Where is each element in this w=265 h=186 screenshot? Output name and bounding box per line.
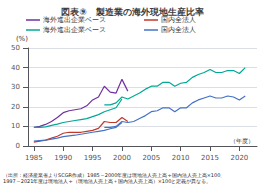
svg-text:（出所：経済産業省よりSCGR作成）1985～2000年度は: （出所：経済産業省よりSCGR作成）1985～2000年度は現地法人売上高÷国内… bbox=[3, 172, 226, 178]
svg-text:1985: 1985 bbox=[25, 154, 43, 162]
svg-text:50: 50 bbox=[11, 44, 20, 52]
svg-text:1995: 1995 bbox=[84, 154, 102, 162]
svg-text:2005: 2005 bbox=[142, 154, 160, 162]
svg-text:1997～2021年度は現地法人÷（現地法人売上高＋国内法人: 1997～2021年度は現地法人÷（現地法人売上高＋国内法人売上高）×100と定… bbox=[3, 178, 211, 184]
svg-text:2020: 2020 bbox=[230, 154, 248, 162]
svg-text:10: 10 bbox=[11, 122, 20, 130]
svg-text:国内全法人: 国内全法人 bbox=[161, 26, 196, 34]
svg-text:海外進出企業ベース: 海外進出企業ベース bbox=[43, 16, 106, 24]
svg-text:2015: 2015 bbox=[201, 154, 219, 162]
svg-text:0: 0 bbox=[16, 142, 20, 150]
svg-text:30: 30 bbox=[11, 83, 20, 91]
svg-text:40: 40 bbox=[11, 64, 20, 72]
svg-text:海外進出企業ベース: 海外進出企業ベース bbox=[43, 26, 106, 34]
svg-text:(%): (%) bbox=[16, 35, 28, 43]
svg-text:1990: 1990 bbox=[54, 154, 72, 162]
svg-text:図表⑨ 製造業の海外現地生産比率: 図表⑨ 製造業の海外現地生産比率 bbox=[61, 7, 204, 17]
svg-text:2010: 2010 bbox=[172, 154, 190, 162]
svg-text:20: 20 bbox=[11, 103, 20, 111]
svg-text:（年度）: （年度） bbox=[230, 137, 254, 145]
svg-text:国内全法人: 国内全法人 bbox=[161, 16, 196, 24]
svg-text:2000: 2000 bbox=[113, 154, 131, 162]
